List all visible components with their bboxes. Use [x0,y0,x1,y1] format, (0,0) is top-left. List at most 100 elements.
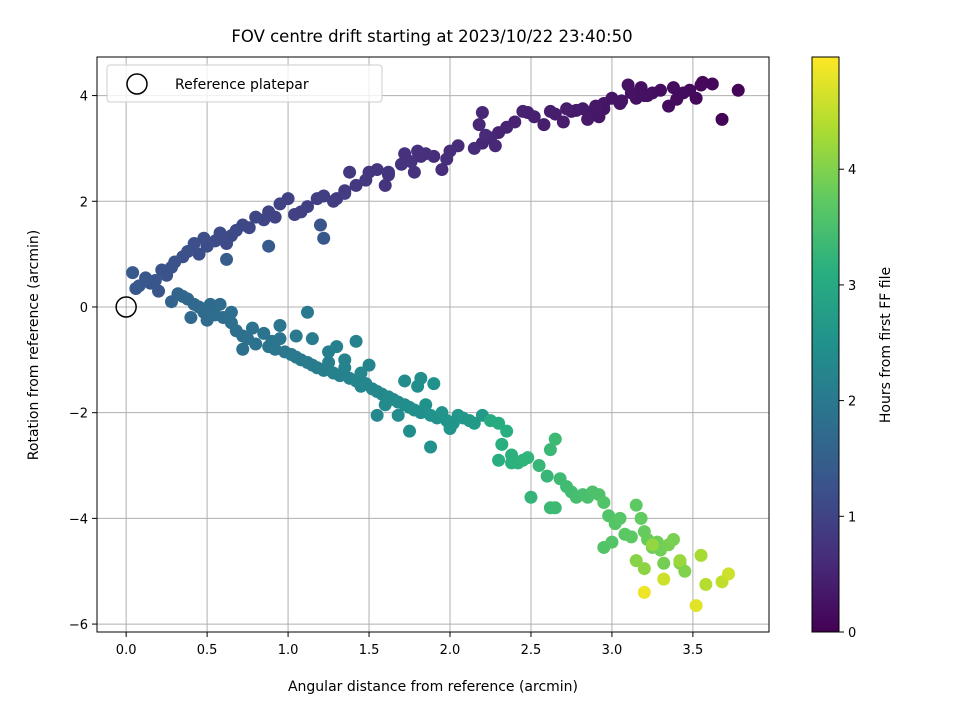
data-point [301,305,315,319]
data-point [440,152,454,166]
x-tick-label: 3.5 [683,643,704,658]
data-point [273,197,287,211]
y-tick-label: 0 [80,301,88,316]
data-point [403,424,417,438]
data-point [349,334,363,348]
data-point [249,210,263,224]
data-point [678,564,692,578]
data-point [359,173,373,187]
data-point [556,115,570,129]
data-point [129,281,143,295]
data-point [495,437,509,451]
data-point [613,511,627,525]
data-point [322,355,336,369]
data-point [694,548,708,562]
data-point [645,538,659,552]
data-point [338,353,352,367]
legend-box [106,64,383,103]
data-point [414,371,428,385]
x-tick-label: 0.0 [116,643,137,658]
colorbar-tick-label: 0 [848,626,856,641]
data-point [634,81,648,95]
data-point [262,239,276,253]
data-point [657,556,671,570]
data-point [220,237,234,251]
data-point [605,535,619,549]
data-point [548,501,562,515]
reference-point-marker [115,296,137,318]
data-point [126,266,140,280]
y-tick-label: −2 [69,407,88,422]
data-point [411,144,425,158]
data-point [467,141,481,155]
data-point [689,599,703,613]
data-point [666,533,680,547]
data-point [443,422,457,436]
data-point [273,332,287,346]
data-point [407,165,421,179]
data-point [398,374,412,388]
data-point [543,104,557,118]
x-tick-label: 3.0 [602,643,623,658]
data-point [155,263,169,277]
data-point [220,252,234,266]
data-point [310,192,324,206]
data-point [488,139,502,153]
y-tick-label: 2 [80,195,88,210]
data-point [524,490,538,504]
data-point [317,231,331,245]
data-point [537,118,551,132]
data-point [597,496,611,510]
colorbar-tick-label: 1 [848,510,856,525]
x-tick-label: 1.0 [278,643,299,658]
x-tick-label: 1.5 [359,643,380,658]
colorbar-tick-label: 3 [848,279,856,294]
data-point [424,440,438,454]
colorbar-label: Hours from first FF file [878,267,894,423]
data-point [581,112,595,126]
x-axis-label: Angular distance from reference (arcmin) [288,679,578,695]
data-point [362,358,376,372]
legend: Reference platepar [106,64,383,103]
data-point [288,207,302,221]
data-point [326,194,340,208]
y-axis-label: Rotation from reference (arcmin) [26,230,42,460]
data-point [391,408,405,422]
data-point [338,186,352,200]
data-point [152,284,166,298]
data-point [184,311,198,325]
data-point [370,408,384,422]
data-point [343,165,357,179]
data-point [637,585,651,599]
plot-frame [96,56,770,633]
data-point [257,326,271,340]
data-point [354,366,368,380]
data-point [249,337,263,351]
data-point [548,432,562,446]
data-point [516,104,530,118]
colorbar-tick-label: 2 [848,395,856,410]
data-point [305,332,319,346]
data-point [475,105,489,119]
data-point [245,321,259,335]
y-tick-label: 4 [80,90,88,105]
data-point [731,83,745,97]
data-point [666,81,680,95]
data-point [662,99,676,113]
data-point [560,102,574,116]
data-point [467,416,481,430]
data-point [224,305,238,319]
data-point [634,511,648,525]
data-point [349,178,363,192]
data-point [492,453,506,467]
data-point [624,530,638,544]
data-point [532,459,546,473]
data-point [330,340,344,354]
data-point [543,443,557,457]
colorbar-ticks: 0 1 2 3 4 [839,163,856,641]
data-point [213,297,227,311]
data-point [236,342,250,356]
data-point [289,329,303,343]
colorbar-tick-label: 4 [848,163,856,178]
